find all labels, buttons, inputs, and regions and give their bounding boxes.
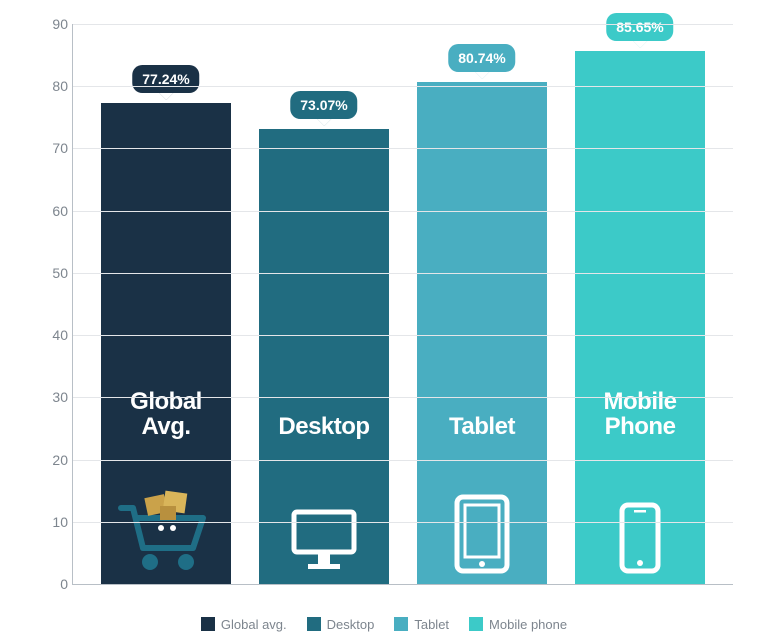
- gridline: [73, 273, 733, 274]
- gridline: [73, 211, 733, 212]
- gridline: [73, 86, 733, 87]
- legend-swatch: [201, 617, 215, 631]
- gridline: [73, 522, 733, 523]
- gridline: [73, 335, 733, 336]
- legend-item: Global avg.: [201, 617, 287, 632]
- plot-area: 77.24%Global Avg.73.07%Desktop80.74%Tabl…: [72, 24, 733, 585]
- value-bubble: 73.07%: [290, 91, 357, 119]
- value-bubble: 80.74%: [448, 44, 515, 72]
- bar-label: Mobile Phone: [575, 389, 705, 439]
- gridline: [73, 460, 733, 461]
- legend-label: Global avg.: [221, 617, 287, 632]
- y-tick-label: 90: [40, 16, 68, 32]
- bar-label: Desktop: [259, 414, 389, 439]
- value-bubble: 85.65%: [606, 13, 673, 41]
- y-tick-label: 70: [40, 140, 68, 156]
- bar-label: Global Avg.: [101, 389, 231, 439]
- bars-container: 77.24%Global Avg.73.07%Desktop80.74%Tabl…: [73, 24, 733, 584]
- bar-desktop: 73.07%Desktop: [259, 129, 389, 584]
- cart-icon: [116, 488, 216, 574]
- bar-chart: 77.24%Global Avg.73.07%Desktop80.74%Tabl…: [40, 24, 740, 584]
- desktop-icon: [288, 502, 360, 574]
- legend-swatch: [469, 617, 483, 631]
- legend-item: Mobile phone: [469, 617, 567, 632]
- legend: Global avg. Desktop Tablet Mobile phone: [0, 617, 768, 632]
- y-tick-label: 50: [40, 265, 68, 281]
- legend-label: Mobile phone: [489, 617, 567, 632]
- gridline: [73, 397, 733, 398]
- tablet-icon: [454, 494, 510, 574]
- y-tick-label: 20: [40, 452, 68, 468]
- legend-swatch: [394, 617, 408, 631]
- y-tick-label: 10: [40, 514, 68, 530]
- bar-label: Tablet: [417, 414, 547, 439]
- y-tick-label: 30: [40, 389, 68, 405]
- gridline: [73, 148, 733, 149]
- y-tick-label: 60: [40, 203, 68, 219]
- y-tick-label: 0: [40, 576, 68, 592]
- legend-item: Tablet: [394, 617, 449, 632]
- y-tick-label: 40: [40, 327, 68, 343]
- gridline: [73, 24, 733, 25]
- legend-label: Desktop: [327, 617, 375, 632]
- legend-swatch: [307, 617, 321, 631]
- value-bubble: 77.24%: [132, 65, 199, 93]
- bar-global: 77.24%Global Avg.: [101, 103, 231, 584]
- bar-mobile: 85.65%Mobile Phone: [575, 51, 705, 584]
- bar-tablet: 80.74%Tablet: [417, 82, 547, 584]
- legend-item: Desktop: [307, 617, 375, 632]
- phone-icon: [619, 502, 661, 574]
- legend-label: Tablet: [414, 617, 449, 632]
- y-tick-label: 80: [40, 78, 68, 94]
